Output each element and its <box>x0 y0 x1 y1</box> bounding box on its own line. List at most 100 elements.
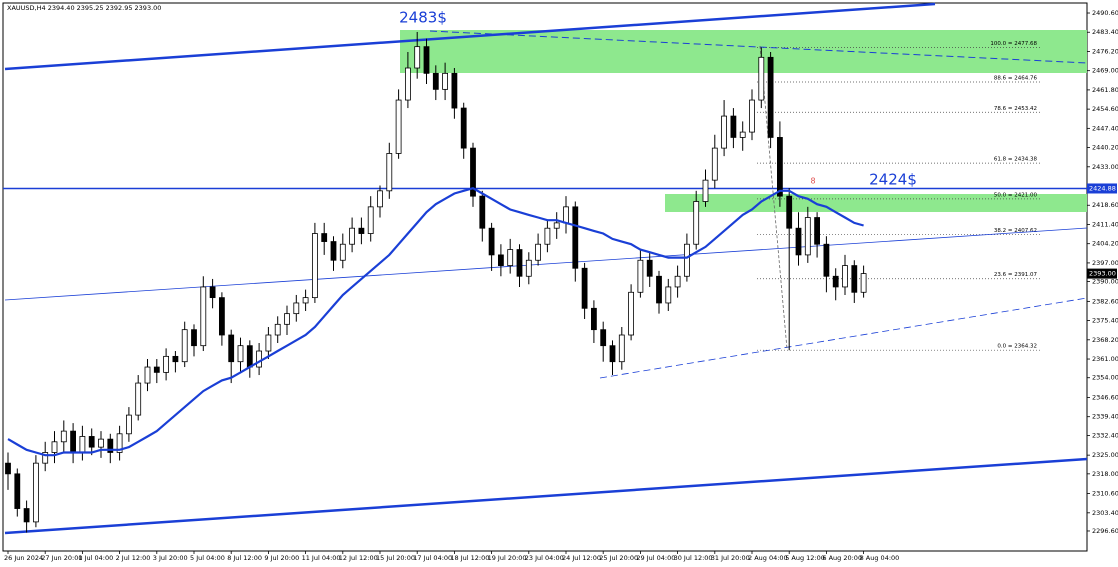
y-tick-label: 2447.40 <box>1092 124 1118 132</box>
candle-body <box>684 243 690 277</box>
candle-body <box>535 243 541 261</box>
supply-zone <box>400 30 1087 73</box>
candle-body <box>33 462 39 523</box>
candle-body <box>591 307 597 331</box>
candle-body <box>135 382 142 416</box>
x-tick-label: 26 Jun 2024 <box>4 554 43 562</box>
candle-body <box>646 259 653 277</box>
candle-body <box>767 56 774 138</box>
candle-body <box>51 441 58 453</box>
candle-body <box>507 249 514 266</box>
candle-body <box>274 323 281 336</box>
candle-body <box>386 153 393 192</box>
candle-body <box>209 286 216 299</box>
x-tick-label: 3 Jul 20:00 <box>153 554 188 562</box>
x-tick-label: 8 Jul 12:00 <box>227 554 262 562</box>
x-tick-label: 5 Aug 12:00 <box>785 554 825 562</box>
candle-body <box>395 99 402 154</box>
candle-body <box>721 115 727 149</box>
candle-body <box>702 179 709 202</box>
candle-body <box>488 227 495 256</box>
candle-body <box>60 430 67 443</box>
y-tick-label: 2382.60 <box>1092 297 1118 305</box>
y-tick-label: 2310.60 <box>1092 490 1118 498</box>
price-line-box <box>1087 183 1117 194</box>
x-tick-label: 6 Aug 20:00 <box>822 554 862 562</box>
fib-diagonal <box>759 45 788 350</box>
candle-body <box>70 430 76 453</box>
candle-body <box>516 249 523 277</box>
candle-body <box>832 275 839 288</box>
candle-body <box>637 259 644 293</box>
x-tick-label: 8 Aug 04:00 <box>860 554 900 562</box>
candle-body <box>42 452 49 464</box>
fib-label: 38.2 = 2407.62 <box>994 228 1037 234</box>
candle-body <box>367 206 374 234</box>
annotation: 2483$ <box>399 9 447 27</box>
zones <box>400 30 1087 212</box>
y-tick-label: 2339.40 <box>1092 413 1118 421</box>
candle-body <box>339 243 346 261</box>
candle-body <box>581 267 588 309</box>
candle-body <box>860 273 867 293</box>
current-price-label: 2393.00 <box>1089 270 1116 278</box>
candle-body <box>497 254 504 266</box>
candle-body <box>200 286 207 347</box>
candle-body <box>302 297 309 304</box>
x-tick-label: 9 Jul 20:00 <box>264 554 299 562</box>
x-tick-label: 5 Jul 04:00 <box>190 554 225 562</box>
candle-body <box>265 334 272 352</box>
candle-body <box>284 313 290 325</box>
candle-body <box>79 436 86 453</box>
candle-body <box>172 355 179 363</box>
candle-body <box>460 107 467 149</box>
candle-body <box>479 195 486 229</box>
candle-body <box>628 291 634 336</box>
x-tick-label: 18 Jul 12:00 <box>450 554 489 562</box>
candle-body <box>23 508 30 523</box>
y-tick-label: 2296.60 <box>1092 527 1118 535</box>
candle-body <box>330 241 337 261</box>
candle-body <box>88 436 95 448</box>
y-tick-label: 2476.20 <box>1092 47 1118 55</box>
channel-bottom <box>4 457 1088 535</box>
candle-body <box>423 46 430 74</box>
x-tick-label: 12 Jul 12:00 <box>339 554 378 562</box>
demand-zone <box>665 194 1087 212</box>
x-tick-label: 30 Jul 12:00 <box>674 554 713 562</box>
candle-body <box>553 222 560 229</box>
x-tick-label: 23 Jul 04:00 <box>525 554 564 562</box>
x-tick-label: 27 Jun 20:00 <box>41 554 82 562</box>
y-tick-label: 2361.00 <box>1092 355 1118 363</box>
candle-body <box>525 259 532 277</box>
candle-body <box>814 217 820 245</box>
fib-label: 0.0 = 2364.32 <box>997 344 1037 350</box>
candle-body <box>730 115 737 138</box>
y-tick-label: 2490.60 <box>1092 9 1118 17</box>
fib-label: 50.0 = 2421.00 <box>994 192 1038 198</box>
fib-label: 78.6 = 2453.42 <box>994 106 1037 112</box>
candle-body <box>674 275 681 288</box>
y-tick-label: 2368.20 <box>1092 336 1118 344</box>
candle-body <box>358 227 365 234</box>
candle-body <box>777 137 783 197</box>
y-tick-label: 2433.00 <box>1092 163 1118 171</box>
x-tick-label: 15 Jul 20:00 <box>376 554 415 562</box>
candle-body <box>5 462 11 475</box>
candle-body <box>600 329 607 347</box>
candle-body <box>470 147 476 197</box>
candle-body <box>432 72 439 90</box>
candle-body <box>609 345 616 363</box>
candle-body <box>693 201 700 245</box>
x-tick-label: 17 Jul 04:00 <box>413 554 452 562</box>
candle-body <box>711 147 718 181</box>
fib-label: 23.6 = 2391.07 <box>994 272 1038 278</box>
candle-body <box>14 473 21 509</box>
candle-body <box>414 46 421 69</box>
candle-body <box>126 414 132 435</box>
candles <box>5 31 867 533</box>
candle-body <box>293 302 300 315</box>
y-tick-label: 2325.00 <box>1092 451 1118 459</box>
candle-body <box>98 438 104 448</box>
